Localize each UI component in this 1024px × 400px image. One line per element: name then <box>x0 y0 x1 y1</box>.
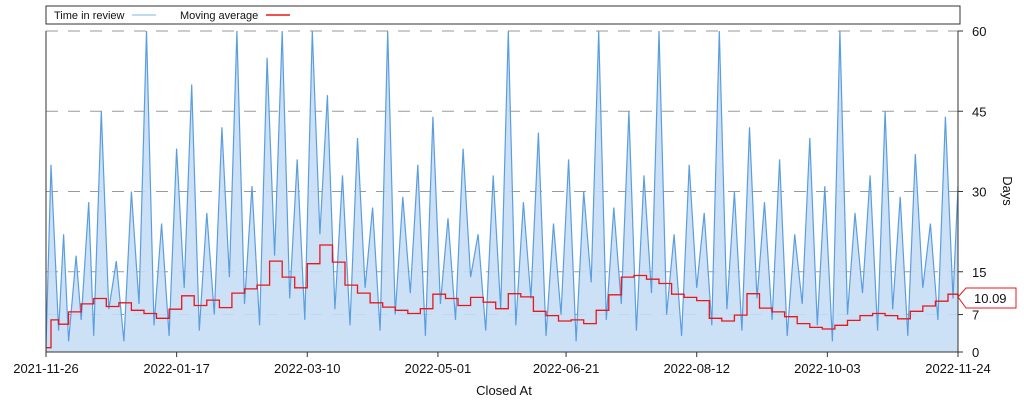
callout-box <box>957 287 1017 309</box>
current-value-callout: 10.09 <box>957 287 1017 309</box>
moving-average-series <box>46 244 959 349</box>
moving-average-line <box>46 244 959 349</box>
y-tick-label: 0 <box>972 345 979 360</box>
legend: Time in review Moving average <box>45 5 961 25</box>
callout-value: 10.09 <box>974 291 1007 306</box>
x-tick-label: 2021-11-26 <box>13 361 79 376</box>
legend-label-time-in-review: Time in review <box>54 10 125 22</box>
y-tick-label: 7 <box>972 308 979 323</box>
x-tick-label: 2022-10-03 <box>794 361 861 376</box>
time-in-review-area <box>46 31 958 352</box>
x-tick-label: 2022-06-21 <box>533 361 600 376</box>
x-tick-label: 2022-11-24 <box>925 361 991 376</box>
y-tick-label: 15 <box>972 265 986 280</box>
time-in-review-series <box>45 30 959 352</box>
time-in-review-line <box>45 30 959 347</box>
x-tick-label: 2022-01-17 <box>143 361 210 376</box>
y-tick-label: 45 <box>972 104 986 119</box>
x-axis-title: Closed At <box>476 383 532 398</box>
y-axis-title: Days <box>1000 176 1015 206</box>
x-tick-label: 2022-05-01 <box>405 361 472 376</box>
legend-label-moving-average: Moving average <box>180 10 258 22</box>
x-tick-label: 2022-03-10 <box>274 361 341 376</box>
x-tick-label: 2022-08-12 <box>663 361 730 376</box>
y-tick-label: 60 <box>972 24 986 39</box>
axes: 0 7 15 30 45 60 2021-11-26 2022-01-17 2022-03-10… <box>13 24 991 376</box>
legend-box <box>45 5 961 25</box>
y-tick-label: 30 <box>972 185 986 200</box>
